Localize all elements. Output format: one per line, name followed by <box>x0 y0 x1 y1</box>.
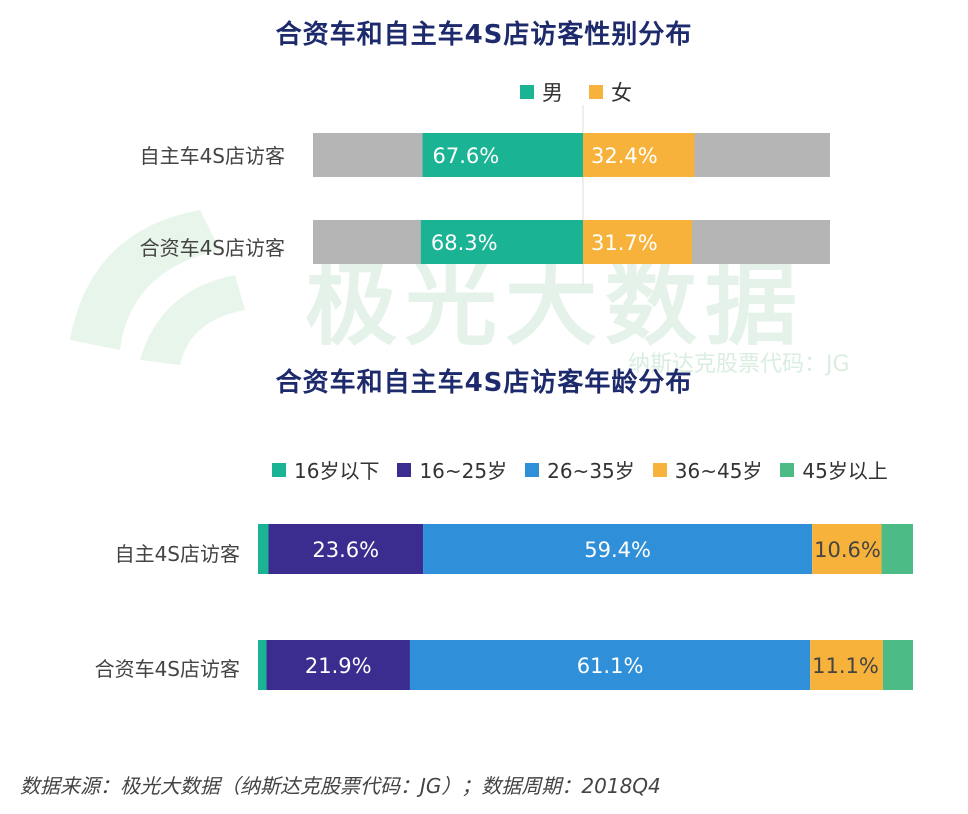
age-bar-segment <box>266 640 410 690</box>
gender-chart: 67.6% 32.4% 68.3% 31.7% <box>313 105 830 285</box>
age-category-label-0: 自主4S店访客 <box>114 542 240 566</box>
age-legend-item: 26~35岁 <box>525 455 635 484</box>
gender-bar-male <box>420 220 583 264</box>
gender-bar-female <box>583 133 695 177</box>
gender-chart-title: 合资车和自主车4S店访客性别分布 <box>275 20 693 50</box>
legend-item-female: 女 <box>589 77 632 107</box>
legend-label-male: 男 <box>542 81 563 105</box>
gender-category-label-1: 合资车4S店访客 <box>139 236 285 260</box>
gender-label-male: 67.6% <box>433 144 500 168</box>
gender-bar-male <box>422 133 583 177</box>
age-legend-swatch <box>525 462 540 477</box>
age-legend-swatch <box>272 462 286 477</box>
watermark-text: 极光大数据 <box>305 251 806 358</box>
watermark-logo-icon <box>70 210 245 365</box>
age-chart: 23.6% 59.4% 10.6% 21.9% 61.1% 11.1% <box>258 524 913 690</box>
age-legend-item: 16岁以下 <box>272 455 379 484</box>
age-category-label-1: 合资车4S店访客 <box>94 657 240 681</box>
age-legend-swatch <box>397 462 412 477</box>
legend-label-female: 女 <box>611 81 632 105</box>
age-bar-label: 10.6% <box>814 538 881 562</box>
age-bar-segment <box>409 640 811 690</box>
age-bar-segment <box>268 524 424 574</box>
gender-legend: 男 女 <box>520 77 658 107</box>
age-bar-label: 23.6% <box>312 538 379 562</box>
age-bar-segment <box>882 640 913 690</box>
gender-label-female: 32.4% <box>591 144 658 168</box>
age-bar-segment <box>258 640 267 690</box>
watermark-subtext: 纳斯达克股票代码：JG <box>628 352 850 377</box>
age-legend-label: 16岁以下 <box>294 459 380 483</box>
age-legend: 16岁以下 16~25岁 26~35岁 36~45岁 45岁以上 <box>272 455 906 484</box>
age-chart-title: 合资车和自主车4S店访客年龄分布 <box>275 368 693 398</box>
age-bar-label: 59.4% <box>584 538 651 562</box>
age-bar-label: 21.9% <box>305 654 372 678</box>
age-bar-label: 61.1% <box>577 654 644 678</box>
legend-swatch-male <box>520 85 534 99</box>
age-bar-label: 11.1% <box>812 654 879 678</box>
age-legend-swatch <box>780 462 795 477</box>
age-legend-label: 16~25岁 <box>419 459 508 483</box>
legend-item-male: 男 <box>520 77 563 107</box>
gender-label-female: 31.7% <box>591 231 658 255</box>
age-bar-segment <box>810 640 883 690</box>
gender-category-label-0: 自主车4S店访客 <box>139 144 285 168</box>
age-bar-segment <box>881 524 913 574</box>
age-legend-label: 45岁以上 <box>802 459 888 483</box>
age-legend-item: 16~25岁 <box>397 455 507 484</box>
age-bar-segment <box>423 524 813 574</box>
age-legend-item: 36~45岁 <box>652 455 763 484</box>
age-legend-label: 26~35岁 <box>547 459 635 483</box>
age-bar-segment <box>812 524 882 574</box>
age-legend-label: 36~45岁 <box>674 459 763 483</box>
age-bar-segment <box>258 524 269 574</box>
gender-label-male: 68.3% <box>431 231 498 255</box>
age-legend-item: 45岁以上 <box>780 455 888 484</box>
legend-swatch-female <box>589 85 603 99</box>
data-source-footer: 数据来源：极光大数据（纳斯达克股票代码：JG）；数据周期：2018Q4 <box>20 774 661 798</box>
age-legend-swatch <box>652 462 667 477</box>
gender-bar-female <box>583 220 693 264</box>
